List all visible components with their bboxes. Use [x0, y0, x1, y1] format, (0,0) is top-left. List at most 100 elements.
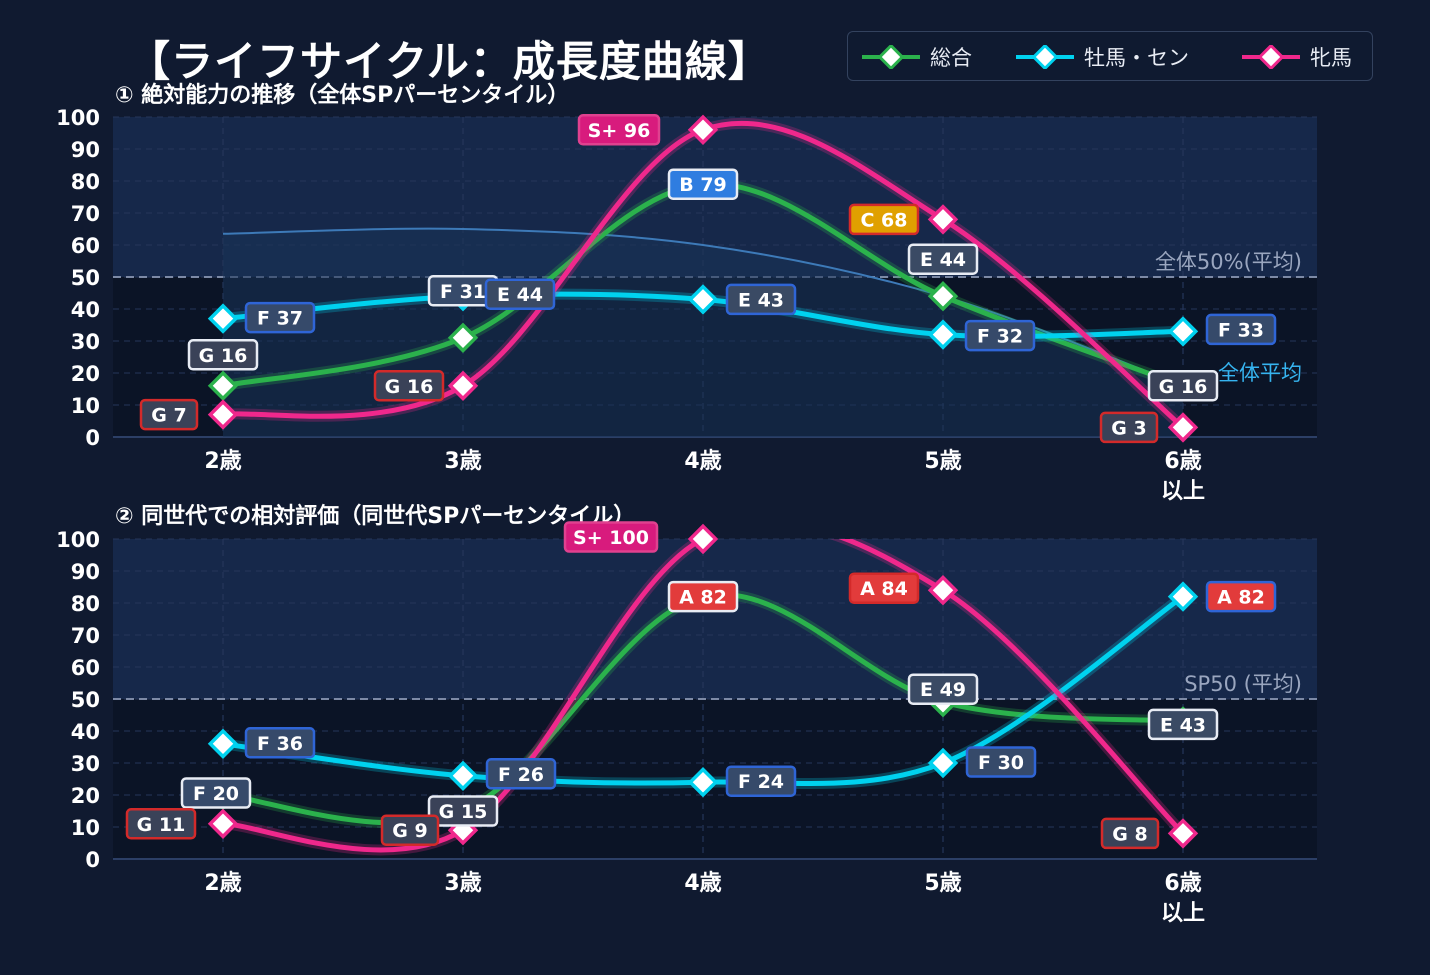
data-label-text: F 31: [440, 281, 486, 303]
data-label: G 3: [1099, 411, 1159, 444]
data-label-text: E 44: [920, 249, 966, 271]
y-tick-label: 50: [71, 266, 100, 290]
data-label: A 82: [1205, 580, 1277, 613]
data-point-marker: [927, 280, 959, 312]
data-label-text: S+ 96: [588, 120, 651, 142]
x-tick-label: 6歳以上: [1161, 871, 1205, 926]
y-tick-label: 70: [71, 202, 100, 226]
x-tick-label: 4歳: [684, 449, 721, 474]
data-label-box: [907, 673, 979, 705]
data-label: S+ 96: [577, 114, 661, 146]
data-label-text: G 9: [392, 820, 427, 842]
data-label-box: [139, 398, 199, 431]
data-label-box: [667, 168, 739, 200]
data-label: G 8: [1100, 817, 1160, 850]
data-label-box: [725, 283, 797, 316]
legend-marker-male: [1016, 45, 1074, 69]
data-point-marker: [1167, 581, 1199, 612]
data-label: E 43: [725, 283, 797, 316]
legend-item-female: 牝馬: [1240, 32, 1352, 82]
data-label: G 16: [1147, 370, 1219, 402]
data-label-box: [484, 278, 556, 310]
y-tick-label: 60: [71, 234, 100, 258]
data-point-marker: [447, 760, 479, 792]
data-label: E 44: [907, 243, 979, 275]
data-label: C 68: [848, 203, 920, 236]
y-tick-label: 90: [71, 138, 100, 162]
data-label-text: F 24: [738, 771, 784, 793]
data-label-text: G 16: [1159, 376, 1208, 398]
data-label: F 31: [427, 275, 499, 307]
data-label-text: G 7: [151, 405, 186, 427]
y-tick-label: 30: [71, 752, 100, 776]
data-point-marker: [687, 114, 719, 146]
legend-label-female: 牝馬: [1310, 46, 1352, 70]
data-label-box: [125, 808, 197, 840]
y-tick-label: 20: [71, 784, 100, 808]
data-label-text: F 26: [498, 764, 544, 786]
data-label-text: E 43: [738, 289, 784, 311]
data-label-text: G 16: [199, 345, 248, 367]
y-tick-label: 10: [71, 816, 100, 840]
panel-title: ① 絶対能力の推移（全体SPパーセンタイル）: [115, 82, 569, 108]
data-label-text: E 49: [920, 679, 966, 701]
data-point-marker: [687, 523, 719, 555]
data-label-box: [848, 203, 920, 236]
average-area-label: 全体平均: [1218, 361, 1302, 385]
data-label-text: S+ 100: [573, 527, 649, 549]
data-label-box: [563, 521, 659, 553]
x-tick-label: 6歳以上: [1161, 449, 1205, 504]
data-point-marker: [207, 728, 239, 760]
data-label: G 16: [187, 339, 259, 371]
y-tick-label: 10: [71, 394, 100, 418]
data-label-box: [244, 727, 316, 759]
data-label-box: [907, 243, 979, 275]
legend-item-male: 牡馬・セン: [1014, 32, 1189, 82]
data-label-box: [1099, 411, 1159, 444]
panel-title: ② 同世代での相対評価（同世代SPパーセンタイル）: [115, 503, 635, 529]
data-label: E 44: [484, 278, 556, 310]
data-label: F 33: [1205, 313, 1277, 346]
legend-label-male: 牡馬・セン: [1084, 46, 1189, 70]
data-label-text: F 20: [193, 783, 239, 805]
data-label: A 84: [848, 572, 920, 604]
data-label-box: [1147, 708, 1219, 741]
data-label-box: [964, 319, 1036, 352]
legend-label-total: 総合: [930, 46, 972, 70]
data-label-box: [373, 370, 445, 402]
y-tick-label: 50: [71, 688, 100, 712]
data-label: G 16: [373, 370, 445, 402]
data-label-text: A 82: [679, 587, 727, 609]
data-label: F 26: [485, 758, 557, 790]
y-tick-label: 80: [71, 170, 100, 194]
y-tick-label: 100: [56, 528, 100, 552]
data-label-box: [485, 758, 557, 790]
data-label: E 43: [1147, 708, 1219, 741]
data-label-text: G 3: [1111, 417, 1146, 439]
data-label: G 7: [139, 398, 199, 431]
data-label: A 82: [667, 580, 739, 613]
data-label: G 9: [380, 814, 440, 846]
data-point-marker: [1167, 316, 1199, 347]
chart-panel-2: SP50 (平均) 0 10 20 30 40 50 60 70 80 90 100 2歳 3歳 4歳 5歳 6…: [56, 503, 1317, 926]
data-label-box: [244, 301, 316, 334]
data-label-box: [1205, 580, 1277, 613]
data-label-text: F 33: [1218, 319, 1264, 341]
reference-line-label: SP50 (平均): [1184, 672, 1302, 696]
data-point-marker: [927, 319, 959, 350]
data-label-box: [577, 114, 661, 146]
data-label: F 36: [244, 727, 316, 759]
y-tick-label: 90: [71, 560, 100, 584]
data-label-box: [380, 814, 440, 846]
legend-marker-total: [862, 45, 920, 69]
y-tick-label: 40: [71, 298, 100, 322]
data-point-marker: [207, 370, 239, 402]
data-point-marker: [447, 370, 479, 402]
data-label: B 79: [667, 168, 739, 200]
x-tick-label: 2歳: [204, 871, 241, 896]
y-tick-label: 60: [71, 656, 100, 680]
data-label-text: E 43: [1160, 714, 1206, 736]
plot-bg-upper: [113, 539, 1317, 699]
data-label-text: F 30: [978, 752, 1024, 774]
data-point-marker: [1167, 818, 1199, 849]
